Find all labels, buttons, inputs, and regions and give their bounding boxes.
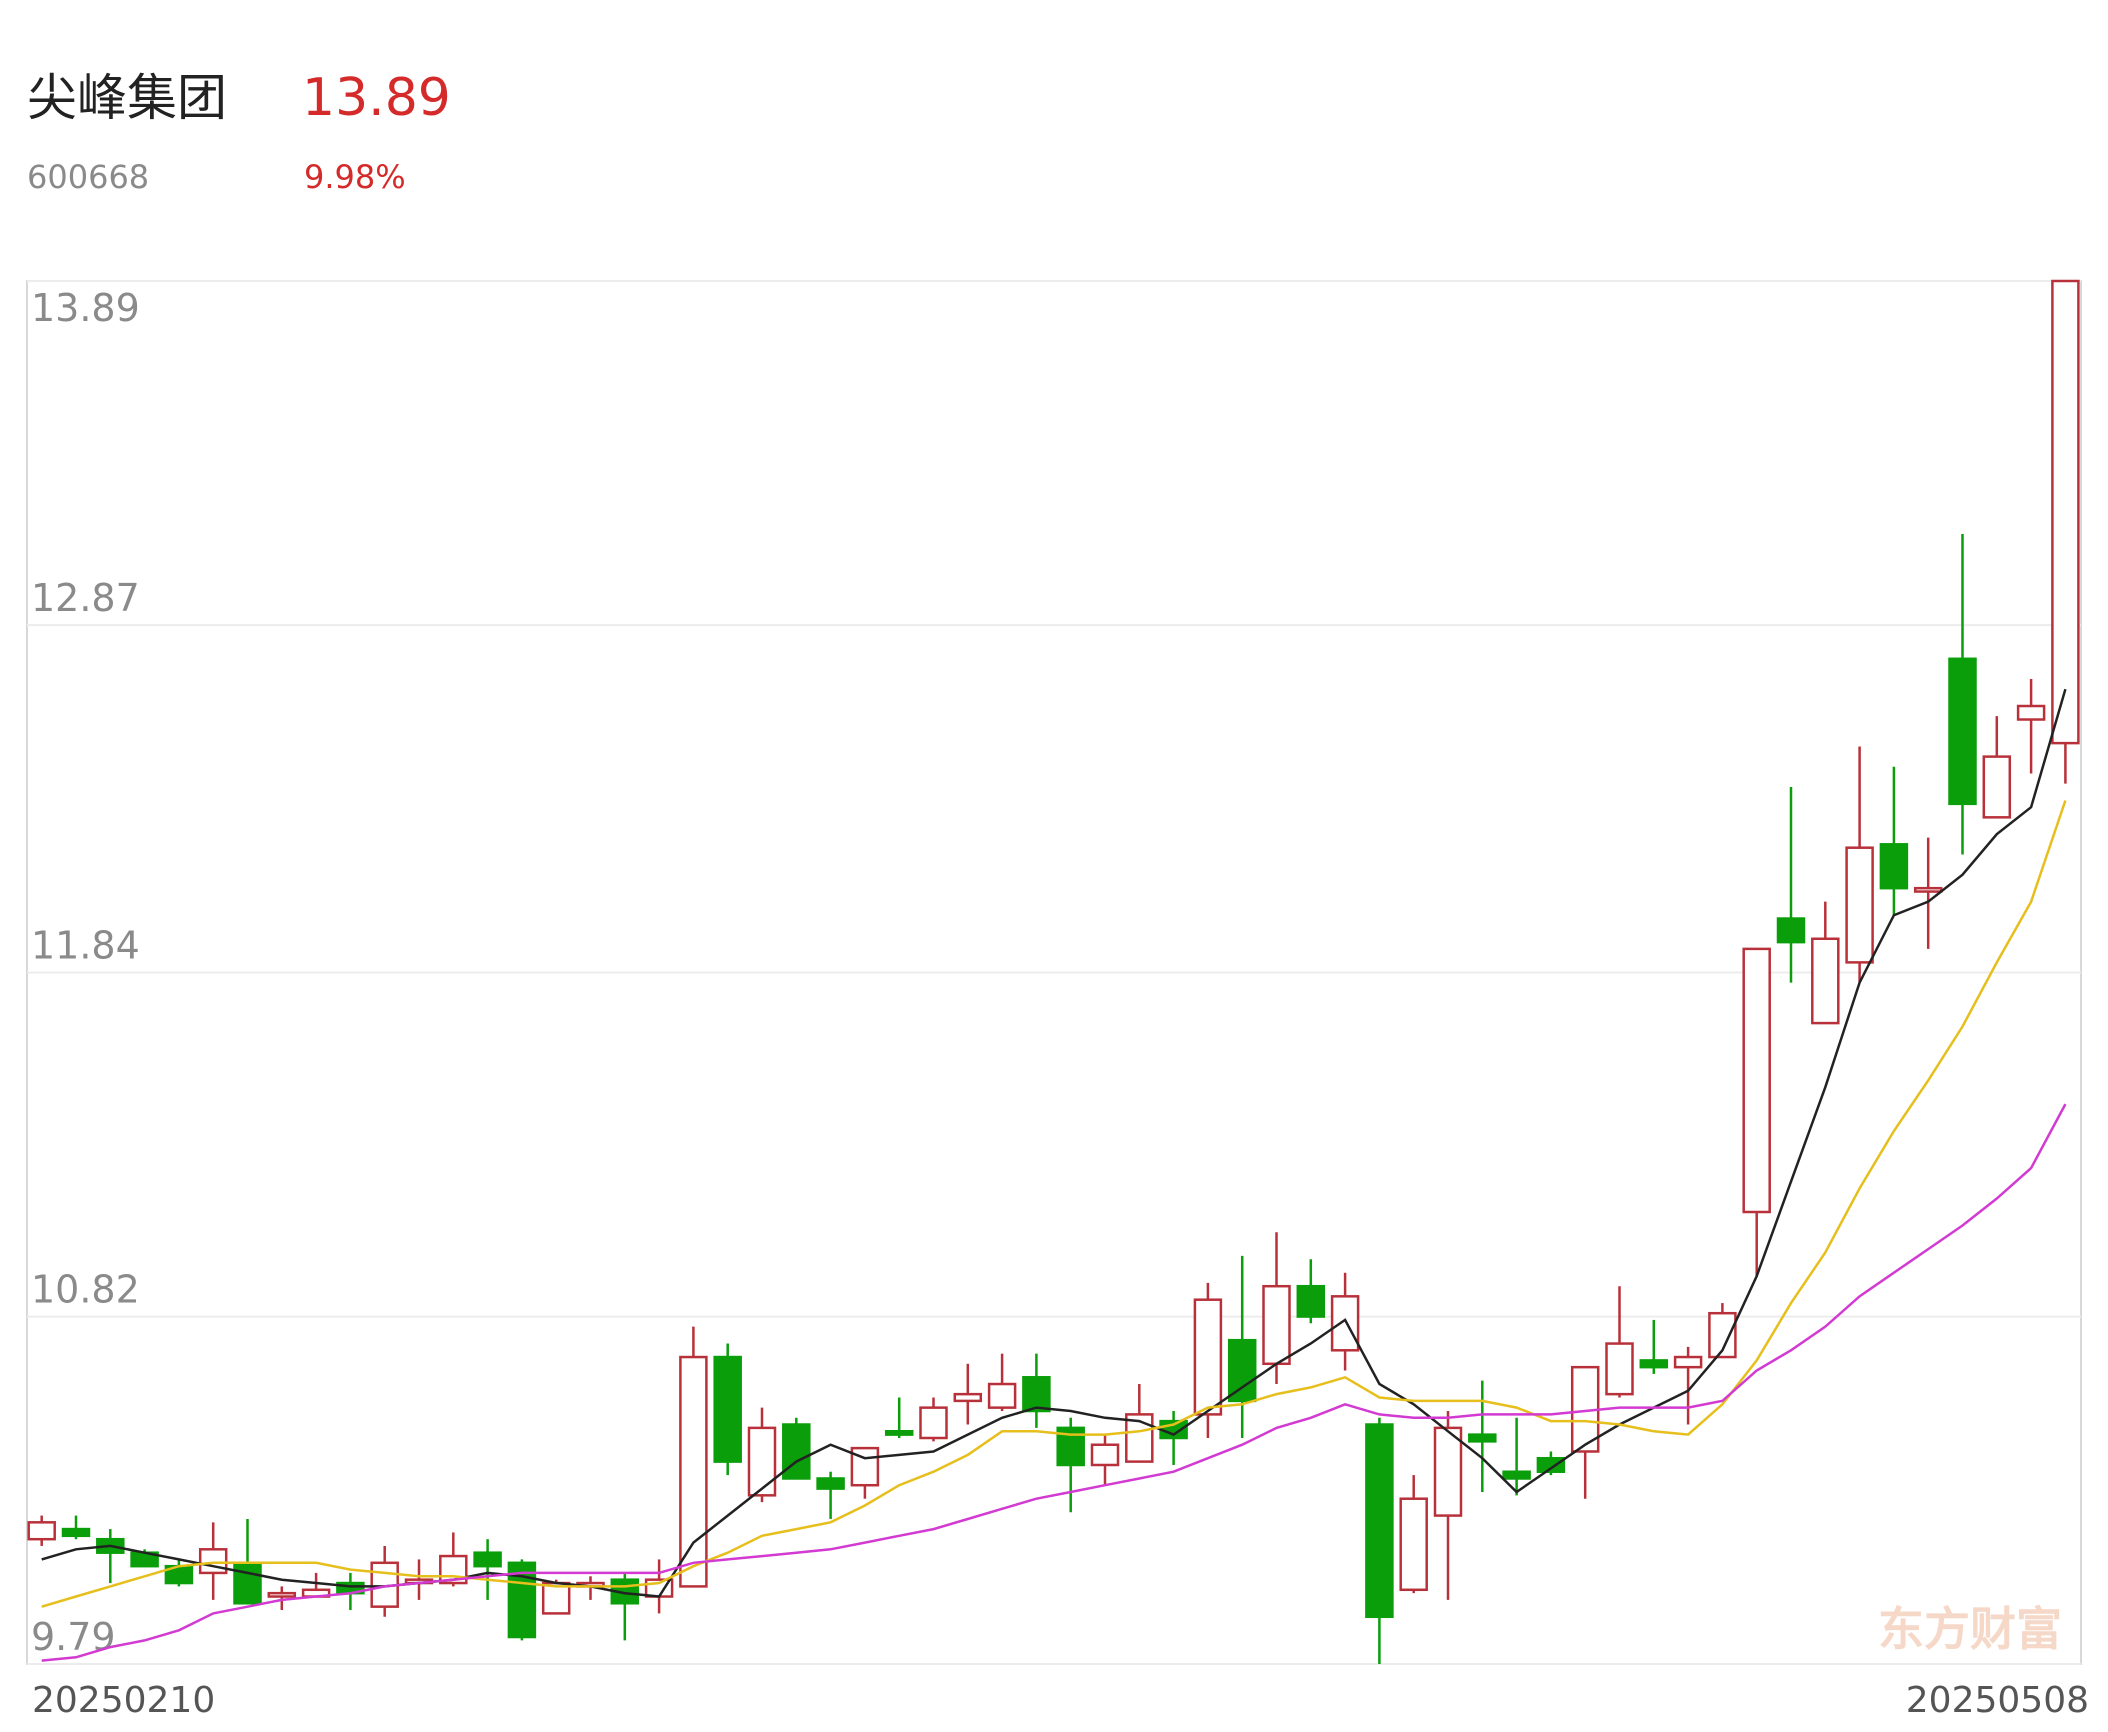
candle-body: [1673, 1355, 1703, 1369]
candle-body: [747, 1426, 777, 1497]
candle-body: [1879, 843, 1909, 890]
watermark: 东方财富: [1878, 1602, 2062, 1656]
ma-line: [41, 1103, 2067, 1662]
candle-body: [1536, 1456, 1566, 1473]
candle-body: [541, 1581, 571, 1615]
stock-name: 尖峰集团: [27, 69, 227, 127]
candle-body: [267, 1591, 297, 1598]
y-tick-label: 13.89: [31, 286, 140, 330]
candle-body: [473, 1551, 502, 1568]
candle-body: [1022, 1376, 1051, 1413]
y-tick-label: 9.79: [31, 1615, 116, 1659]
candle-body: [850, 1446, 880, 1487]
candle-body: [27, 1521, 56, 1541]
candle-body: [1639, 1359, 1669, 1369]
candle-body: [2016, 704, 2046, 721]
candle-body: [1262, 1284, 1291, 1366]
candle-body: [1742, 947, 1771, 1214]
candle-body: [782, 1423, 811, 1480]
candle-body: [987, 1382, 1017, 1409]
candle-body: [1365, 1423, 1394, 1619]
candle-body: [953, 1392, 983, 1403]
candle-body: [919, 1406, 948, 1440]
candle-body: [1913, 886, 1943, 893]
candle-body: [1193, 1298, 1223, 1416]
candle-body: [1330, 1295, 1360, 1352]
stock-price: 13.89: [302, 68, 451, 128]
y-tick-label: 11.84: [31, 924, 140, 968]
candle-body: [884, 1430, 914, 1436]
candle-body: [1811, 937, 1840, 1025]
x-tick-label: 20250508: [1906, 1680, 2089, 1721]
y-tick-label: 10.82: [31, 1268, 140, 1312]
candle-body: [1296, 1284, 1326, 1318]
candle-body: [1776, 917, 1806, 944]
candle-body: [2051, 279, 2080, 745]
candle-body: [1948, 657, 1977, 806]
stock-change: 9.98%: [304, 158, 406, 196]
candle-body: [1468, 1433, 1497, 1443]
x-tick-label: 20250210: [32, 1680, 215, 1721]
y-tick-label: 12.87: [31, 576, 140, 620]
candle-body: [1502, 1470, 1531, 1480]
candle-body: [1845, 846, 1874, 964]
candle-body: [61, 1527, 91, 1538]
candle-body: [1982, 755, 2012, 819]
candle-body: [679, 1355, 708, 1588]
candle-body: [1227, 1338, 1257, 1403]
candle-body: [198, 1548, 228, 1575]
candle-body: [1090, 1443, 1120, 1467]
candle-body: [816, 1477, 845, 1490]
candle-body: [713, 1355, 742, 1463]
candle-body: [1605, 1342, 1634, 1396]
candle-body: [233, 1561, 262, 1605]
stock-code: 600668: [27, 158, 149, 196]
candle-body: [1433, 1426, 1463, 1517]
candle-body: [1399, 1497, 1428, 1592]
